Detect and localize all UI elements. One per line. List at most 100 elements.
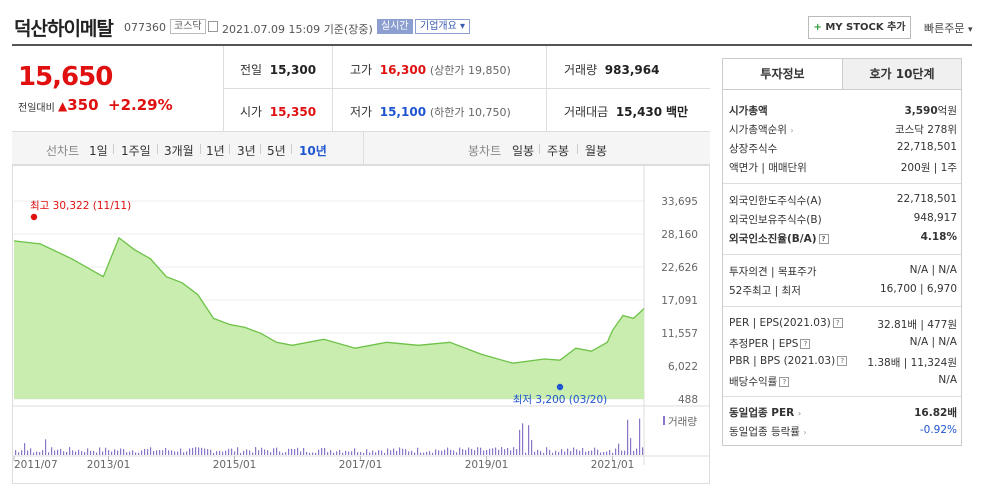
tab-orderbook[interactable]: 호가 10단계 bbox=[842, 59, 961, 89]
volume-bar bbox=[300, 451, 302, 455]
tab-investment-info[interactable]: 투자정보 bbox=[723, 59, 842, 89]
x-tick-label: 2011/07 bbox=[14, 459, 58, 471]
price-chart: 33,695 28,160 22,626 17,091 11,557 6,022 488 최고… bbox=[12, 165, 710, 484]
trade-amount: 거래대금 15,430 백만 bbox=[564, 105, 689, 119]
volume-bar bbox=[306, 451, 308, 455]
volume-bar bbox=[36, 451, 38, 455]
candle-daily[interactable]: 일봉 bbox=[512, 144, 535, 158]
volume-bar bbox=[468, 447, 470, 455]
volume-bar bbox=[309, 452, 311, 455]
volume-bar bbox=[447, 447, 449, 455]
volume-bar bbox=[18, 452, 20, 455]
volume-bar bbox=[492, 448, 494, 455]
volume-bar bbox=[255, 447, 257, 455]
volume-bar bbox=[411, 450, 413, 455]
volume-bar bbox=[54, 450, 56, 455]
volume-bar bbox=[174, 451, 176, 455]
volume-bar bbox=[222, 451, 224, 455]
info-tabs: 투자정보 호가 10단계 bbox=[722, 58, 962, 90]
period-5y[interactable]: 5년 bbox=[267, 144, 286, 158]
volume-bar bbox=[444, 449, 446, 455]
volume-bar bbox=[612, 452, 614, 455]
volume-bar bbox=[543, 452, 545, 455]
volume-bar bbox=[636, 448, 638, 455]
period-3y[interactable]: 3년 bbox=[237, 144, 256, 158]
quote-table: 전일 15,300 고가 16,300 (상한가 19,850) 거래량 983… bbox=[224, 46, 710, 131]
quote-datetime: 2021.07.09 15:09 기준(장중) bbox=[222, 23, 373, 36]
volume-bar bbox=[639, 418, 641, 455]
volume-bar bbox=[240, 452, 242, 455]
volume-bar bbox=[585, 451, 587, 455]
volume-bar bbox=[192, 447, 194, 455]
volume-bar bbox=[606, 451, 608, 455]
volume-bar bbox=[156, 450, 158, 455]
volume-bar bbox=[390, 450, 392, 455]
sector-rate-row[interactable]: 동일업종 등락률 › -0.92% bbox=[729, 424, 957, 438]
volume-bar bbox=[219, 450, 221, 455]
volume-bar bbox=[570, 451, 572, 455]
volume-bar bbox=[276, 447, 278, 455]
current-price: 15,650 bbox=[18, 62, 113, 92]
change-value: ▲350 bbox=[58, 96, 99, 114]
volume-bar bbox=[186, 451, 188, 455]
market-cap-rank-row[interactable]: 시가총액순위 › 코스닥 278위 bbox=[729, 124, 957, 136]
period-1y[interactable]: 1년 bbox=[206, 144, 225, 158]
help-icon[interactable]: ? bbox=[800, 339, 811, 349]
volume-bar bbox=[609, 449, 611, 455]
candle-weekly[interactable]: 주봉 bbox=[547, 144, 570, 158]
volume-bar bbox=[471, 448, 473, 455]
volume-bar bbox=[123, 449, 125, 455]
fast-order-button[interactable]: 빠른주문 ▾ bbox=[924, 22, 973, 35]
volume-bar bbox=[72, 450, 74, 455]
volume-bar bbox=[216, 451, 218, 455]
volume-bar bbox=[558, 451, 560, 455]
volume-bar bbox=[495, 447, 497, 455]
candle-monthly[interactable]: 월봉 bbox=[585, 144, 608, 158]
volume-bar bbox=[297, 447, 299, 455]
period-10y[interactable]: 10년 bbox=[299, 144, 327, 158]
chevron-down-icon: ▾ bbox=[460, 21, 466, 32]
company-overview-button[interactable]: 기업개요 ▾ bbox=[415, 19, 471, 34]
period-3m[interactable]: 3개월 bbox=[164, 144, 194, 158]
volume-bar bbox=[462, 449, 464, 455]
volume-bar bbox=[81, 451, 83, 455]
sector-per-row[interactable]: 동일업종 PER › 16.82배 bbox=[729, 407, 957, 419]
volume-bar bbox=[603, 452, 605, 455]
price-line bbox=[13, 236, 645, 364]
volume-bar bbox=[528, 425, 530, 455]
help-icon[interactable]: ? bbox=[779, 377, 790, 387]
x-tick-label: 2021/01 bbox=[591, 459, 635, 471]
volume-bar bbox=[360, 452, 362, 455]
volume-bar bbox=[588, 450, 590, 455]
volume-bar bbox=[501, 447, 503, 455]
add-mystock-button[interactable]: + MY STOCK 추가 bbox=[808, 16, 911, 39]
realtime-button[interactable]: 실시간 bbox=[377, 19, 413, 34]
volume-bar bbox=[231, 448, 233, 455]
volume-bar bbox=[63, 451, 65, 455]
info-table: 시가총액 3,590억원 시가총액순위 › 코스닥 278위 상장주식수 22,718… bbox=[722, 90, 962, 446]
volume-bar bbox=[546, 447, 548, 455]
help-icon[interactable]: ? bbox=[818, 234, 829, 244]
volume-bar bbox=[150, 447, 152, 455]
volume-bar bbox=[270, 452, 272, 455]
volume-bar bbox=[39, 452, 41, 455]
stock-code: 077360 bbox=[124, 21, 166, 34]
volume-bar bbox=[264, 449, 266, 455]
volume-bar bbox=[435, 449, 437, 455]
volume-bar bbox=[489, 448, 491, 455]
chevron-right-icon: › bbox=[790, 126, 794, 135]
volume-bar bbox=[387, 448, 389, 455]
volume-bar bbox=[87, 448, 89, 455]
y-tick-label: 17,091 bbox=[661, 295, 698, 307]
plus-icon: + bbox=[813, 22, 822, 33]
stock-name: 덕산하이메탈 bbox=[14, 18, 114, 40]
volume-bar bbox=[189, 448, 191, 455]
help-icon[interactable]: ? bbox=[832, 318, 843, 328]
max-label: 최고 30,322 (11/11) bbox=[30, 200, 131, 212]
volume-bar bbox=[105, 447, 107, 455]
volume-bar bbox=[180, 448, 182, 455]
help-icon[interactable]: ? bbox=[837, 356, 848, 366]
period-1w[interactable]: 1주일 bbox=[121, 144, 151, 158]
face-value-row: 액면가 | 매매단위 200원 | 1주 bbox=[729, 162, 957, 174]
period-1d[interactable]: 1일 bbox=[89, 144, 108, 158]
